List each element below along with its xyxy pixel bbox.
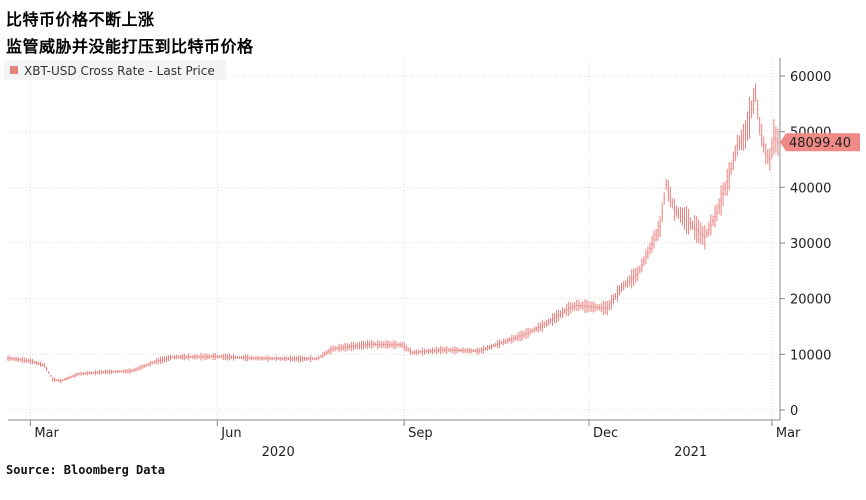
legend: XBT-USD Cross Rate - Last Price xyxy=(4,60,226,80)
y-tick-label: 30000 xyxy=(790,237,831,252)
y-tick-label: 40000 xyxy=(790,181,831,196)
x-tick-label: Mar xyxy=(34,426,59,441)
legend-box xyxy=(4,60,226,80)
source-note: Source: Bloomberg Data xyxy=(6,463,165,477)
year-label: 2021 xyxy=(674,445,707,460)
legend-label: XBT-USD Cross Rate - Last Price xyxy=(24,64,215,78)
x-tick-label: Jun xyxy=(220,426,241,441)
y-tick-label: 10000 xyxy=(790,348,831,363)
x-tick-label: Dec xyxy=(593,426,618,441)
x-tick-label: Sep xyxy=(408,426,433,441)
x-tick-label: Mar xyxy=(776,426,801,441)
grid xyxy=(8,58,780,420)
legend-swatch xyxy=(10,66,18,74)
last-price-tag xyxy=(780,133,860,152)
year-label: 2020 xyxy=(262,445,295,460)
chart-title: 比特币价格不断上涨 xyxy=(6,10,155,29)
y-tick-label: 60000 xyxy=(790,70,831,85)
series-layer xyxy=(7,83,779,384)
y-tick-label: 0 xyxy=(790,404,798,419)
chart-subtitle: 监管威胁并没能打压到比特币价格 xyxy=(6,37,254,56)
y-tick-label: 20000 xyxy=(790,293,831,308)
series-line xyxy=(7,83,779,384)
last-price-label: 48099.40 xyxy=(789,136,851,151)
last-price-marker: 48099.40 xyxy=(780,133,860,152)
